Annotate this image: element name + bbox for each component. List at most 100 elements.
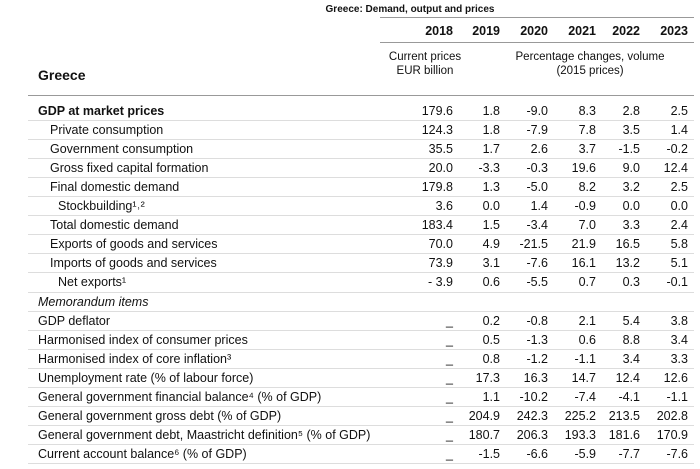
cell: -7.4 bbox=[574, 389, 596, 404]
row-rule bbox=[28, 329, 694, 331]
row-rule bbox=[28, 310, 694, 312]
cell: 2.5 bbox=[670, 104, 688, 118]
cell: 1.7 bbox=[482, 142, 500, 157]
row-label: GDP deflator bbox=[38, 313, 111, 328]
cell: 0.6 bbox=[578, 332, 596, 347]
year: 2022 bbox=[612, 24, 640, 38]
cell: 8.8 bbox=[622, 332, 640, 347]
row-label: Private consumption bbox=[50, 123, 164, 138]
cell: 204.9 bbox=[468, 408, 500, 423]
cell: 0.5 bbox=[482, 332, 500, 347]
cell: 180.7 bbox=[468, 427, 500, 442]
cell: -5.0 bbox=[526, 180, 548, 195]
cell: 12.4 bbox=[615, 370, 640, 385]
cell: 8.2 bbox=[578, 180, 596, 195]
cell: 35.5 bbox=[428, 142, 453, 157]
row-label: Government consumption bbox=[50, 142, 194, 157]
cell: -7.7 bbox=[618, 446, 640, 461]
unit-line: (2015 prices) bbox=[556, 65, 624, 77]
cell: -1.3 bbox=[526, 332, 548, 347]
country: Greece bbox=[38, 67, 86, 83]
cell: 124.3 bbox=[421, 123, 453, 138]
row-rule bbox=[28, 443, 694, 445]
row-label: General government debt, Maastricht defi… bbox=[38, 427, 371, 442]
cell: 5.4 bbox=[622, 313, 640, 328]
row-label: Harmonised index of core inflation³ bbox=[38, 351, 232, 366]
row-rule bbox=[28, 272, 694, 274]
cell: -1.2 bbox=[526, 351, 548, 366]
cell: 3.7 bbox=[578, 142, 596, 157]
cell: 4.9 bbox=[482, 237, 500, 252]
cell: 213.5 bbox=[608, 408, 640, 423]
row-label: Total domestic demand bbox=[50, 218, 179, 233]
cell: -10.2 bbox=[519, 389, 549, 404]
row-rule bbox=[28, 215, 694, 217]
cell: 0.0 bbox=[482, 199, 500, 214]
rule bbox=[28, 95, 694, 96]
row-label: Stockbuilding¹˒² bbox=[58, 199, 145, 214]
row-rule bbox=[28, 348, 694, 350]
cell: 1.8 bbox=[482, 104, 500, 118]
row-rule bbox=[28, 405, 694, 407]
cell: -3.4 bbox=[526, 218, 548, 233]
cell: 16.3 bbox=[523, 370, 548, 385]
cell: 19.6 bbox=[571, 161, 596, 176]
cell: -5.5 bbox=[526, 275, 548, 290]
unit-change: Percentage changes, volume (2015 prices) bbox=[500, 50, 680, 78]
row-rule bbox=[28, 139, 694, 141]
cell: 17.3 bbox=[475, 370, 500, 385]
cell: 0.2 bbox=[482, 313, 500, 328]
cell: 181.6 bbox=[608, 427, 640, 442]
cell: 2.8 bbox=[622, 104, 640, 118]
cell: 1.8 bbox=[482, 123, 500, 138]
row-rule bbox=[28, 120, 694, 122]
cell: 0.0 bbox=[670, 199, 688, 214]
unit-line: Current prices bbox=[388, 51, 462, 63]
cell: 1.4 bbox=[530, 199, 548, 214]
cell: 2.6 bbox=[530, 142, 548, 157]
cell: 3.4 bbox=[670, 332, 688, 347]
row-label: Net exports¹ bbox=[58, 275, 127, 290]
cell: _ bbox=[446, 332, 453, 347]
row-label: Gross fixed capital formation bbox=[50, 161, 209, 176]
cell: -0.9 bbox=[574, 199, 596, 214]
cell: -9.0 bbox=[526, 104, 548, 118]
cell: 12.6 bbox=[663, 370, 688, 385]
cell: 193.3 bbox=[564, 427, 596, 442]
cell: _ bbox=[446, 351, 453, 366]
cell: -3.3 bbox=[478, 161, 500, 176]
cell: 16.5 bbox=[615, 237, 640, 252]
cell: 202.8 bbox=[656, 408, 688, 423]
unit-line: EUR billion bbox=[396, 65, 454, 77]
cell: 8.3 bbox=[578, 104, 596, 118]
cell: 12.4 bbox=[663, 161, 688, 176]
cell: _ bbox=[446, 408, 453, 423]
cell: 3.4 bbox=[622, 351, 640, 366]
row-rule bbox=[28, 424, 694, 426]
cell: -5.9 bbox=[574, 446, 596, 461]
row-rule bbox=[28, 158, 694, 160]
cell: 242.3 bbox=[516, 408, 548, 423]
cell: 7.8 bbox=[578, 123, 596, 138]
cell: -7.9 bbox=[526, 123, 548, 138]
rule bbox=[380, 42, 694, 43]
cell: 0.8 bbox=[482, 351, 500, 366]
cell: _ bbox=[446, 313, 453, 328]
row-label: General government gross debt (% of GDP) bbox=[38, 408, 282, 423]
cell: 3.1 bbox=[482, 256, 500, 271]
cell: 179.8 bbox=[421, 180, 453, 195]
cell: - 3.9 bbox=[427, 275, 453, 290]
cell: 21.9 bbox=[571, 237, 596, 252]
cell: -0.2 bbox=[666, 142, 688, 157]
cell: -21.5 bbox=[519, 237, 549, 252]
row-label: GDP at market prices bbox=[38, 104, 165, 118]
row-label: Imports of goods and services bbox=[50, 256, 217, 271]
cell: 2.4 bbox=[670, 218, 688, 233]
row-label: Exports of goods and services bbox=[50, 237, 218, 252]
cell: -4.1 bbox=[618, 389, 640, 404]
cell: -7.6 bbox=[666, 446, 688, 461]
row-rule bbox=[28, 253, 694, 255]
cell: 73.9 bbox=[428, 256, 453, 271]
cell: _ bbox=[446, 389, 453, 404]
row-rule bbox=[28, 386, 694, 388]
